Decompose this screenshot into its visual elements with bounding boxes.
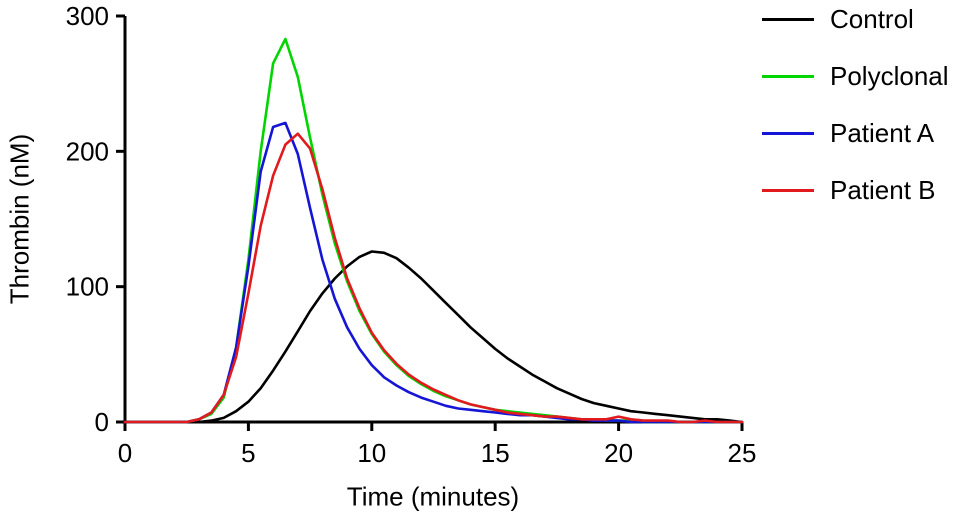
- legend-label-control: Control: [830, 3, 914, 34]
- legend-item-patient-b: Patient B: [762, 174, 949, 205]
- legend-label-patient-b: Patient B: [830, 174, 936, 205]
- y-tick-label: 300: [66, 1, 109, 31]
- series-line-polyclonal: [123, 37, 744, 424]
- y-tick-label: 0: [95, 407, 109, 437]
- legend-label-patient-a: Patient A: [830, 117, 935, 148]
- series-line-control: [123, 250, 744, 424]
- x-tick-label: 10: [357, 438, 386, 468]
- legend-swatch-polyclonal: [762, 74, 814, 78]
- x-tick-label: 0: [118, 438, 132, 468]
- legend-item-patient-a: Patient A: [762, 117, 949, 148]
- y-axis-label: Thrombin (nM): [4, 133, 35, 305]
- legend-swatch-patient-b: [762, 188, 814, 192]
- legend-swatch-patient-a: [762, 131, 814, 135]
- x-tick-label: 20: [604, 438, 633, 468]
- x-tick-label: 25: [728, 438, 757, 468]
- legend-item-polyclonal: Polyclonal: [762, 60, 949, 91]
- legend-swatch-control: [762, 17, 814, 21]
- legend-item-control: Control: [762, 3, 949, 34]
- x-tick-label: 5: [241, 438, 255, 468]
- x-tick-label: 15: [481, 438, 510, 468]
- y-tick-label: 200: [66, 136, 109, 166]
- series-line-patient-b: [123, 132, 744, 424]
- series-line-patient-a: [123, 121, 744, 424]
- x-axis-label: Time (minutes): [346, 481, 520, 512]
- legend: Control Polyclonal Patient A Patient B: [762, 3, 949, 205]
- y-tick-label: 100: [66, 272, 109, 302]
- legend-label-polyclonal: Polyclonal: [830, 60, 949, 91]
